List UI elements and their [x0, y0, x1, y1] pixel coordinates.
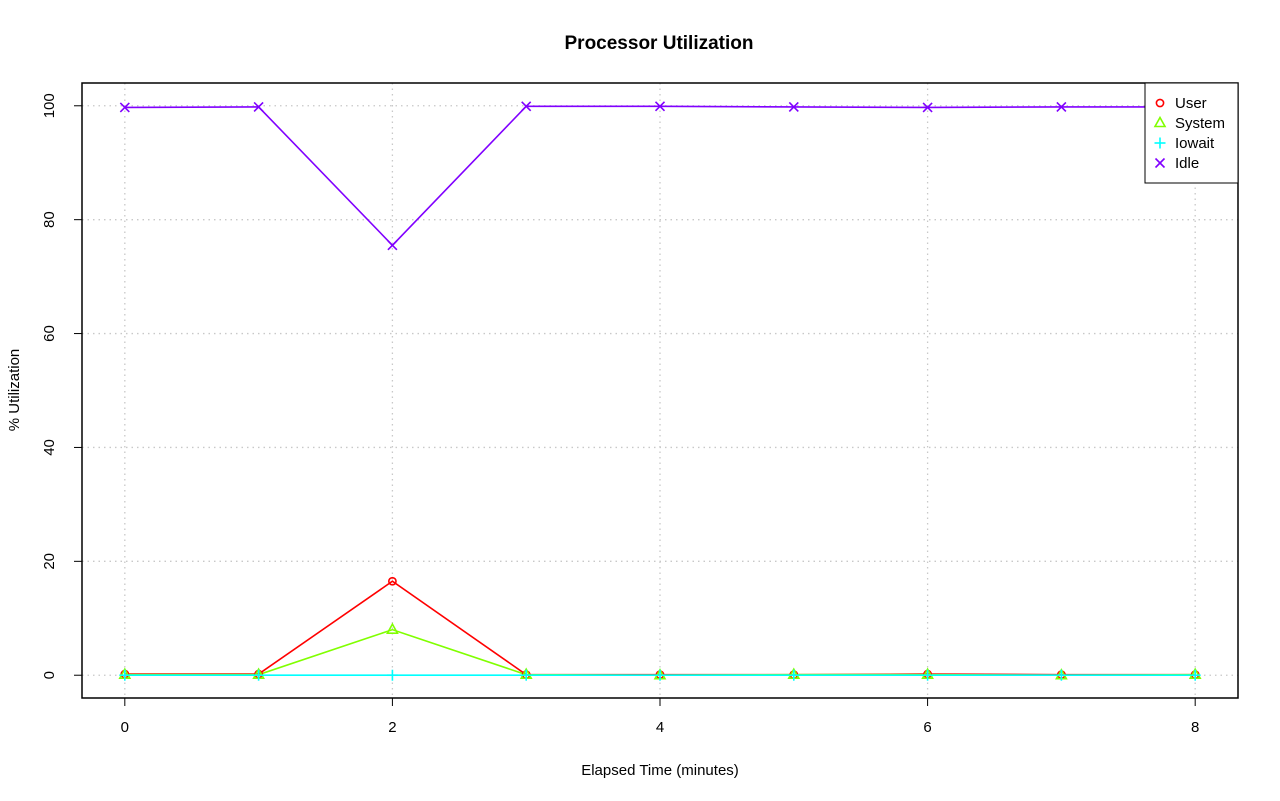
- grid-lines: [82, 83, 1238, 698]
- legend: User System Iowait Idle: [1144, 82, 1239, 184]
- y-tick-label: 20: [41, 553, 58, 570]
- data-point-idle: [521, 101, 532, 112]
- chart-title: Processor Utilization: [565, 33, 754, 54]
- x-tick-label: 8: [1191, 719, 1199, 736]
- data-point-idle: [119, 102, 130, 113]
- legend-marker-system: [1153, 115, 1167, 128]
- x-tick-label: 0: [121, 719, 129, 736]
- data-point-idle: [922, 102, 933, 113]
- data-point-idle: [788, 101, 799, 112]
- y-tick-label: 0: [41, 671, 58, 679]
- data-point-iowait: [788, 669, 800, 681]
- legend-marker-idle: [1154, 157, 1166, 169]
- data-point-system: [386, 622, 399, 634]
- legend-label-iowait: Iowait: [1175, 135, 1215, 152]
- y-tick-label: 60: [41, 325, 58, 342]
- legend-marker-user: [1155, 98, 1165, 108]
- legend-label-idle: Idle: [1175, 155, 1199, 172]
- y-axis: 0 20 40 60 80 100: [41, 93, 82, 679]
- x-axis-label: Elapsed Time (minutes): [581, 762, 739, 779]
- data-point-idle: [387, 240, 398, 251]
- x-axis: 0 2 4 6 8: [121, 698, 1199, 736]
- legend-label-user: User: [1175, 95, 1207, 112]
- data-point-iowait: [119, 669, 131, 681]
- data-point-iowait: [922, 669, 934, 681]
- data-point-idle: [654, 101, 666, 112]
- y-tick-label: 40: [41, 439, 58, 456]
- y-tick-label: 80: [41, 211, 58, 228]
- data-point-iowait: [386, 669, 398, 681]
- data-point-iowait: [1189, 669, 1201, 681]
- data-point-idle: [1056, 101, 1067, 112]
- data-point-idle: [253, 101, 264, 112]
- x-tick-label: 2: [388, 719, 396, 736]
- data-point-iowait: [520, 669, 532, 681]
- data-point-iowait: [654, 669, 666, 681]
- legend-label-system: System: [1175, 115, 1225, 132]
- y-tick-label: 100: [41, 93, 58, 118]
- x-tick-label: 6: [923, 719, 931, 736]
- data-point-user: [388, 576, 397, 586]
- y-axis-label: % Utilization: [6, 349, 23, 432]
- data-point-iowait: [253, 669, 265, 681]
- x-tick-label: 4: [656, 719, 664, 736]
- data-point-iowait: [1055, 669, 1067, 681]
- legend-marker-iowait: [1154, 137, 1166, 149]
- series-markers: [118, 101, 1202, 681]
